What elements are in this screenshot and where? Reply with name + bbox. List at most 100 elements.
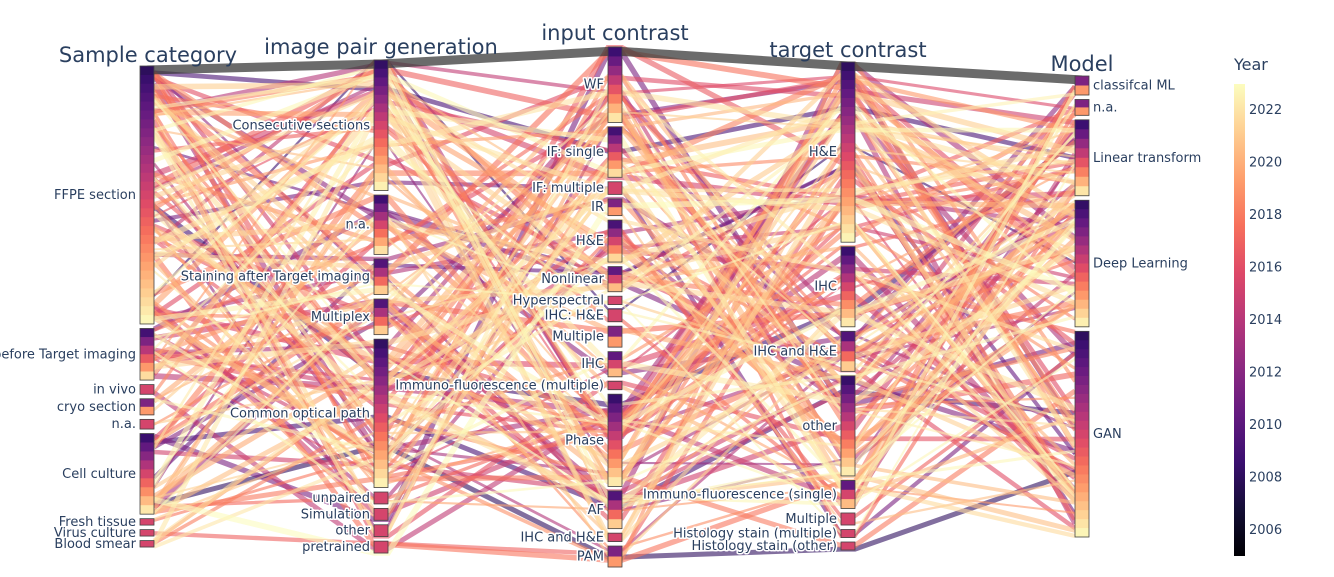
category-bar[interactable]	[373, 507, 389, 521]
category-bar-segment	[841, 384, 855, 395]
category-bar[interactable]	[139, 518, 155, 526]
category-bar-segment	[1075, 393, 1089, 404]
category-label: WF	[584, 78, 604, 93]
category-bar-segment	[1075, 349, 1089, 359]
category-bar[interactable]	[373, 491, 389, 505]
category-bar-segment	[140, 74, 154, 85]
category-bar[interactable]	[840, 529, 856, 538]
category-label: n.a.	[1093, 100, 1117, 115]
category-bar[interactable]	[373, 338, 389, 488]
category-bar-segment	[841, 152, 855, 162]
category-bar-segment	[1075, 447, 1089, 457]
category-bar-segment	[140, 478, 154, 488]
category-bar[interactable]	[139, 328, 155, 381]
category-bar[interactable]	[607, 46, 623, 123]
category-label: Common optical path	[230, 406, 370, 421]
category-bar-segment	[140, 362, 154, 372]
category-bar-segment	[140, 315, 154, 325]
category-bar-segment	[841, 161, 855, 171]
category-bar-segment	[608, 326, 622, 338]
category-bar-segment	[608, 56, 622, 67]
category-bar[interactable]	[607, 181, 623, 195]
category-bar-segment	[374, 258, 388, 269]
category-bar-segment	[140, 460, 154, 470]
category-bar[interactable]	[840, 61, 856, 243]
category-bar[interactable]	[139, 418, 155, 430]
colorbar-tick-label: 2022	[1249, 103, 1282, 118]
category-bar[interactable]	[1074, 75, 1090, 96]
category-bar[interactable]	[607, 532, 623, 542]
category-bar-segment	[140, 354, 154, 364]
dimension-title[interactable]: image pair generation	[264, 35, 498, 59]
category-label: Multiplex	[311, 310, 370, 325]
category-bar[interactable]	[607, 490, 623, 530]
category-bar[interactable]	[607, 295, 623, 305]
dimension-title[interactable]: target contrast	[769, 38, 926, 62]
category-bar[interactable]	[607, 219, 623, 263]
dimension-title[interactable]: input contrast	[541, 21, 688, 45]
category-bar-segment	[608, 152, 622, 161]
category-bar-segment	[608, 236, 622, 246]
category-bar[interactable]	[840, 246, 856, 328]
category-bar[interactable]	[139, 65, 155, 325]
category-bar[interactable]	[1074, 330, 1090, 538]
category-bar[interactable]	[607, 545, 623, 568]
category-bar-segment	[841, 361, 855, 372]
category-bar[interactable]	[840, 480, 856, 509]
category-bar-segment	[1075, 429, 1089, 440]
category-bar[interactable]	[139, 540, 155, 548]
category-bar-segment	[140, 384, 154, 395]
category-bar[interactable]	[607, 198, 623, 217]
category-bar[interactable]	[373, 194, 389, 255]
category-bar-segment	[841, 421, 855, 431]
category-bar-segment	[374, 450, 388, 461]
category-bar-segment	[374, 276, 388, 287]
category-bar[interactable]	[139, 384, 155, 395]
category-bar-segment	[1075, 254, 1089, 264]
category-bar[interactable]	[607, 393, 623, 487]
category-bar[interactable]	[607, 325, 623, 348]
category-bar[interactable]	[607, 351, 623, 378]
category-bar[interactable]	[139, 398, 155, 416]
category-bar[interactable]	[840, 330, 856, 372]
category-label: Hyperspectral	[513, 293, 604, 308]
category-bar[interactable]	[373, 540, 389, 554]
category-bar[interactable]	[373, 59, 389, 191]
category-bar-segment	[374, 138, 388, 148]
category-bar-segment	[374, 307, 388, 318]
category-bar-segment	[1075, 167, 1089, 178]
dimension-title[interactable]: Sample category	[59, 43, 237, 67]
category-bar-segment	[841, 255, 855, 265]
category-bar[interactable]	[607, 266, 623, 293]
category-bar-segment	[841, 89, 855, 99]
category-bar[interactable]	[607, 380, 623, 391]
category-bar-segment	[608, 126, 622, 136]
category-bar[interactable]	[139, 529, 155, 537]
category-bar-segment	[841, 233, 855, 243]
category-bar[interactable]	[840, 512, 856, 526]
category-bar-segment	[608, 458, 622, 469]
category-bar[interactable]	[373, 258, 389, 295]
category-bar-segment	[140, 406, 154, 416]
dimension-title[interactable]: Model	[1050, 52, 1113, 76]
category-bar[interactable]	[1074, 119, 1090, 197]
category-bar[interactable]	[840, 541, 856, 551]
category-bar-segment	[608, 431, 622, 441]
category-bar[interactable]	[139, 433, 155, 515]
category-bar[interactable]	[607, 126, 623, 178]
category-bar[interactable]	[373, 298, 389, 336]
category-bar[interactable]	[840, 375, 856, 477]
category-bar[interactable]	[1074, 99, 1090, 116]
category-bar-segment	[374, 459, 388, 470]
category-bar-segment	[608, 403, 622, 414]
category-bar-segment	[1075, 474, 1089, 484]
category-bar-segment	[608, 228, 622, 238]
category-bar-segment	[140, 137, 154, 147]
category-bar-segment	[374, 147, 388, 157]
category-bar-segment	[140, 110, 154, 120]
category-label: Multiple	[785, 512, 837, 527]
category-bar[interactable]	[607, 308, 623, 323]
category-bar-segment	[841, 62, 855, 72]
category-bar[interactable]	[1074, 199, 1090, 328]
category-bar[interactable]	[373, 524, 389, 538]
